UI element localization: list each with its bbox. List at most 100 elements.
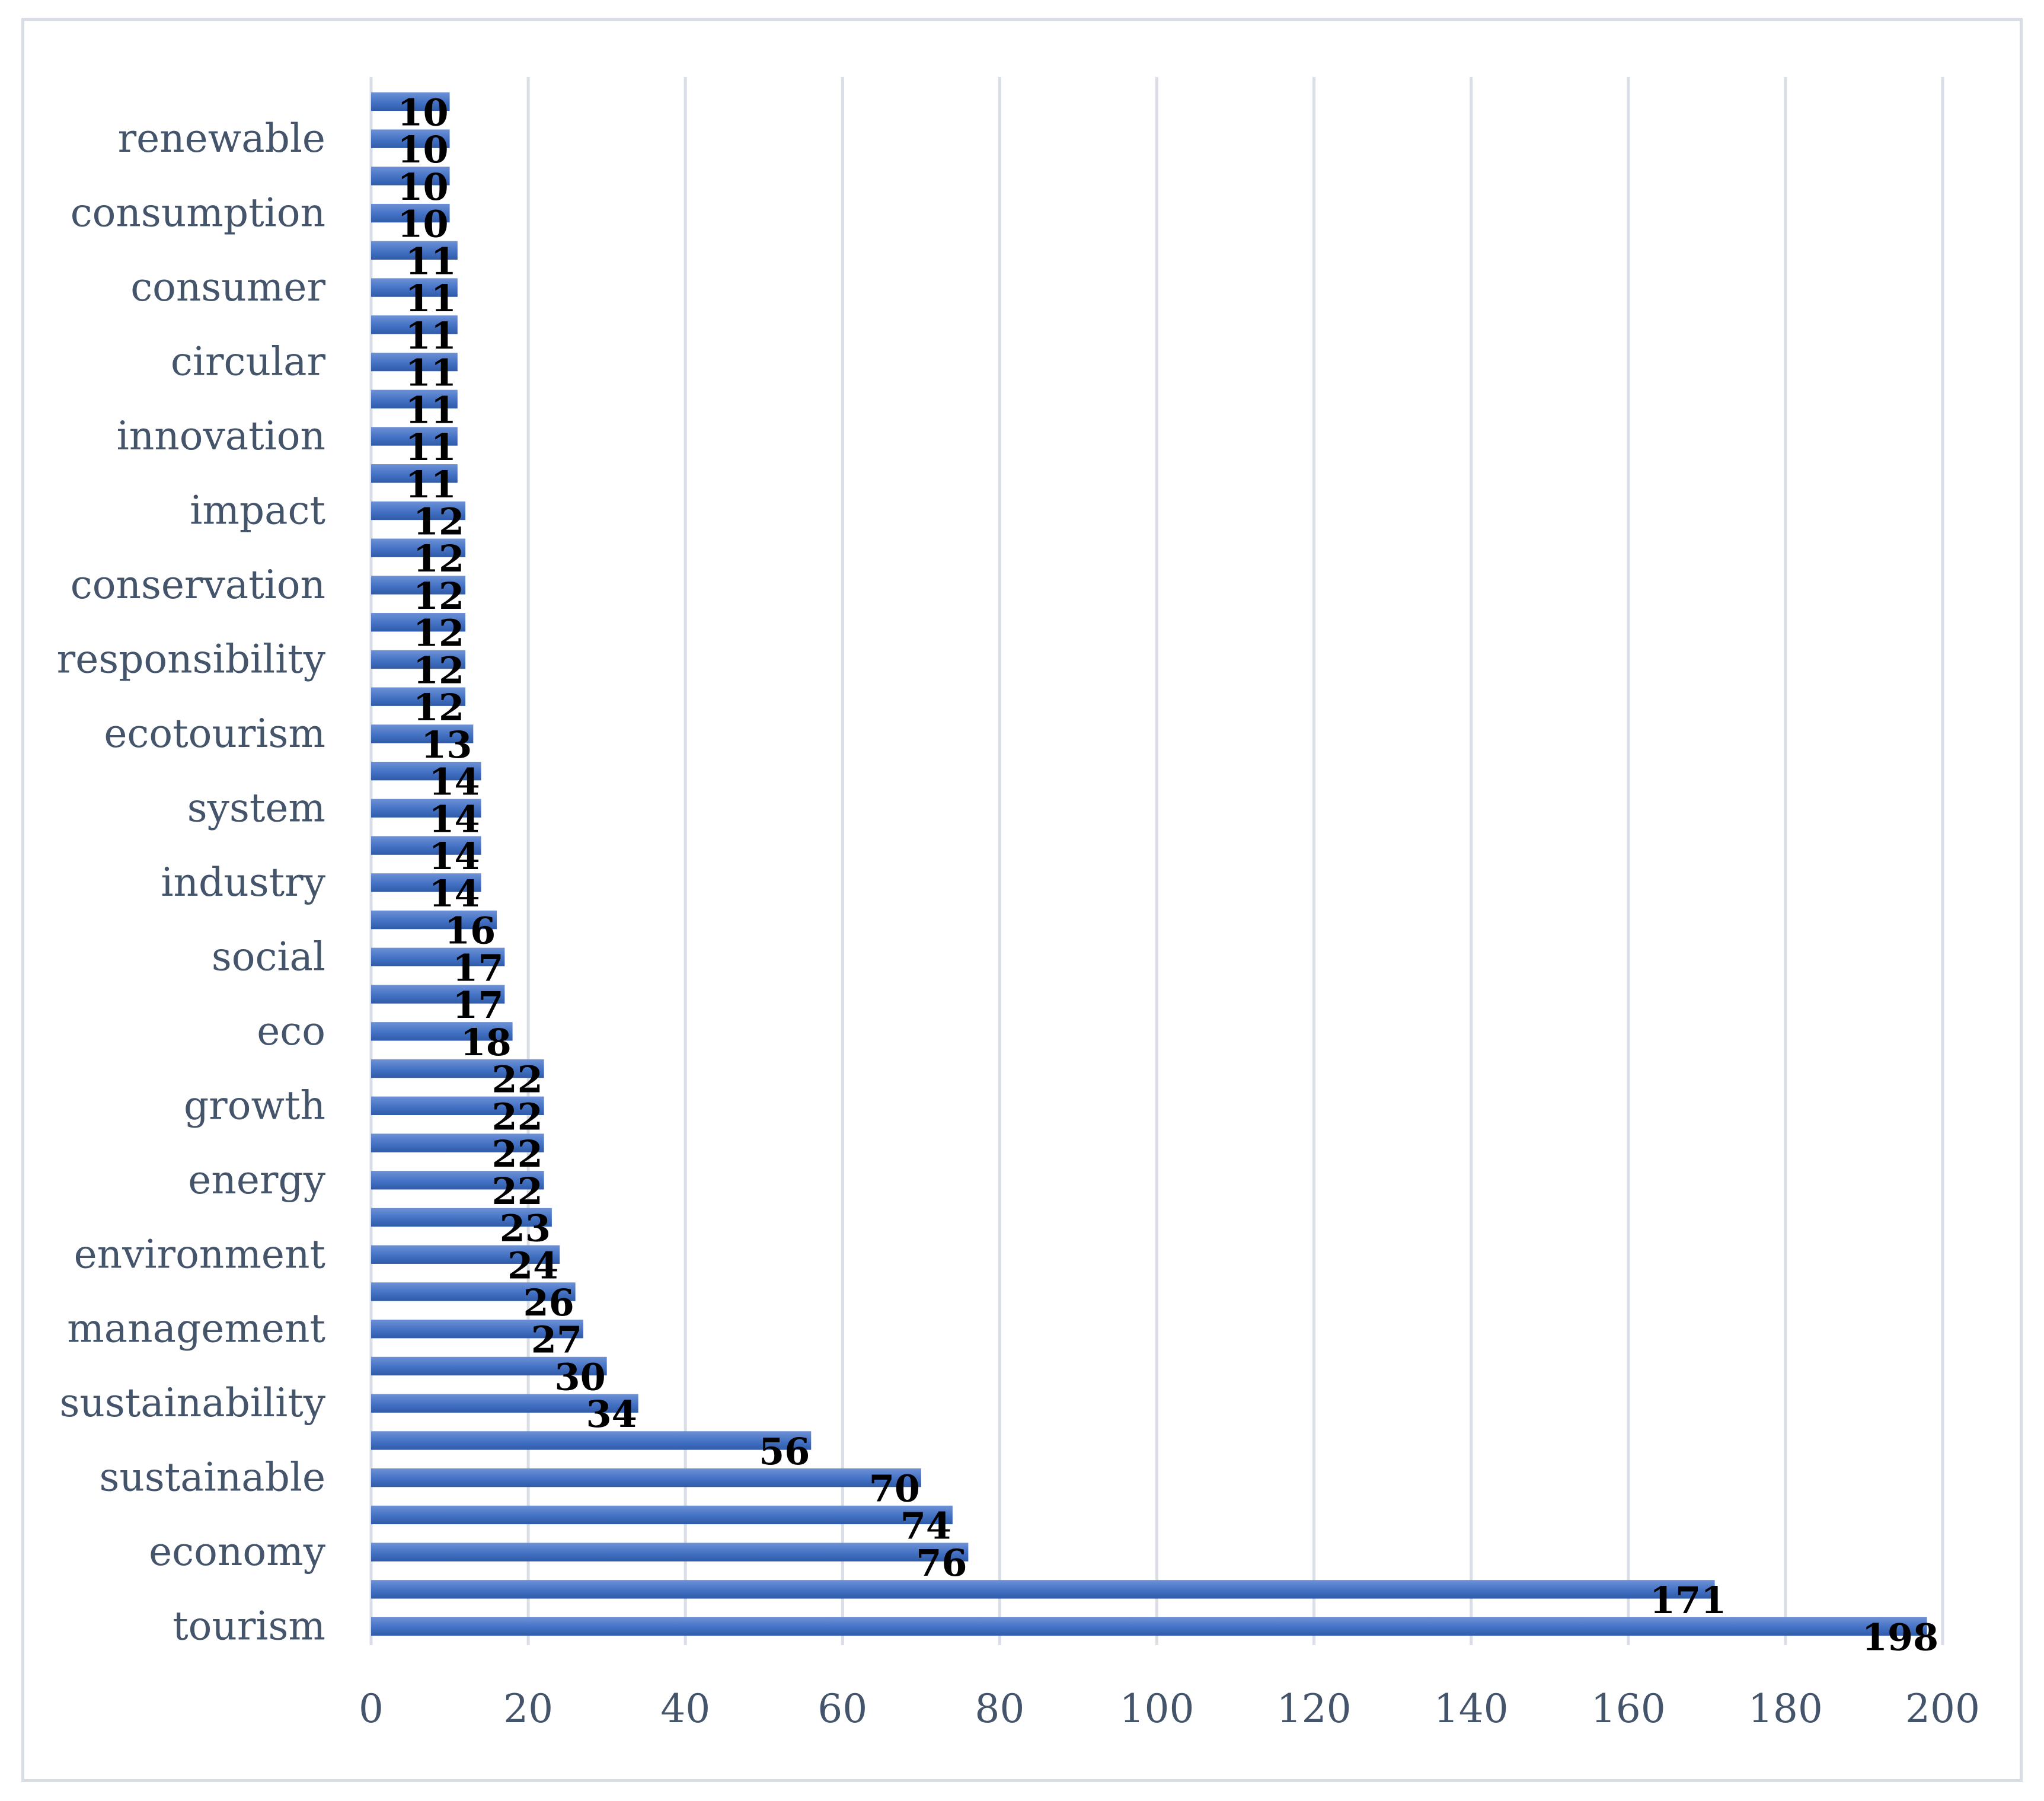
x-tick-label: 20 bbox=[503, 1686, 553, 1732]
bar bbox=[371, 92, 450, 111]
bar bbox=[371, 352, 458, 372]
category-label: renewable bbox=[118, 116, 325, 161]
data-label: 12 bbox=[413, 537, 464, 580]
data-label: 11 bbox=[405, 277, 456, 320]
bar bbox=[371, 761, 481, 781]
category-label: tourism bbox=[173, 1604, 325, 1649]
x-tick-label: 120 bbox=[1277, 1686, 1352, 1732]
data-label: 11 bbox=[405, 388, 456, 432]
data-label: 11 bbox=[405, 240, 456, 283]
x-tick-label: 200 bbox=[1905, 1686, 1980, 1732]
data-label: 12 bbox=[413, 686, 464, 729]
bar bbox=[371, 1059, 544, 1078]
bar bbox=[371, 613, 466, 632]
data-label: 10 bbox=[397, 91, 448, 134]
category-label: environment bbox=[74, 1231, 325, 1277]
data-label: 30 bbox=[555, 1355, 606, 1398]
data-label: 12 bbox=[413, 500, 464, 543]
bar bbox=[371, 1580, 1715, 1599]
x-tick-label: 160 bbox=[1591, 1686, 1666, 1732]
data-label: 11 bbox=[405, 463, 456, 506]
x-tick-label: 40 bbox=[660, 1686, 710, 1732]
data-label: 22 bbox=[491, 1095, 542, 1138]
data-label: 22 bbox=[491, 1170, 542, 1213]
bar bbox=[371, 538, 466, 557]
bar bbox=[371, 1282, 576, 1301]
data-label: 24 bbox=[507, 1244, 558, 1287]
bar bbox=[371, 464, 458, 483]
bars bbox=[371, 92, 1927, 1636]
category-label: circular bbox=[171, 339, 326, 385]
bar bbox=[371, 1245, 560, 1264]
data-label: 14 bbox=[429, 872, 480, 915]
bar bbox=[371, 1133, 544, 1152]
x-tick-labels: 0 20 40 60 80 100 120 140 160 180 200 bbox=[359, 1686, 1980, 1732]
bar-chart: tourism economy sustainable sustainability m… bbox=[57, 77, 1980, 1732]
data-label: 12 bbox=[413, 574, 464, 618]
bar bbox=[371, 389, 458, 408]
data-label: 171 bbox=[1650, 1579, 1726, 1622]
data-label: 14 bbox=[429, 761, 480, 804]
bar bbox=[371, 1468, 921, 1487]
bar bbox=[371, 1022, 513, 1041]
bar bbox=[371, 1320, 583, 1339]
x-tick-label: 60 bbox=[817, 1686, 867, 1732]
data-label: 12 bbox=[413, 612, 464, 655]
category-label: conservation bbox=[71, 562, 325, 608]
data-label: 12 bbox=[413, 649, 464, 692]
data-label: 23 bbox=[500, 1207, 551, 1250]
category-label: system bbox=[187, 785, 325, 831]
x-tick-label: 100 bbox=[1120, 1686, 1195, 1732]
bar bbox=[371, 1505, 953, 1525]
category-label: sustainability bbox=[60, 1380, 326, 1426]
bar bbox=[371, 724, 474, 743]
chart-frame: tourism economy sustainable sustainability m… bbox=[21, 18, 2023, 1782]
bar bbox=[371, 1617, 1927, 1636]
data-label: 11 bbox=[405, 352, 456, 395]
bar bbox=[371, 1394, 638, 1413]
bar bbox=[371, 799, 481, 818]
bar bbox=[371, 315, 458, 334]
category-label: industry bbox=[161, 860, 325, 905]
bar bbox=[371, 1208, 552, 1227]
bar bbox=[371, 576, 466, 595]
data-label: 74 bbox=[900, 1504, 951, 1547]
data-label: 11 bbox=[405, 426, 456, 469]
data-label: 76 bbox=[916, 1541, 967, 1585]
data-label: 17 bbox=[452, 946, 503, 989]
data-label: 22 bbox=[491, 1132, 542, 1176]
bar bbox=[371, 910, 497, 930]
gridlines bbox=[369, 77, 1944, 1645]
data-label: 70 bbox=[869, 1467, 920, 1511]
category-label: impact bbox=[190, 487, 325, 533]
bar bbox=[371, 1171, 544, 1190]
data-label: 22 bbox=[491, 1058, 542, 1101]
bar bbox=[371, 873, 481, 892]
bar bbox=[371, 129, 450, 148]
category-label: social bbox=[212, 934, 325, 979]
x-tick-label: 140 bbox=[1434, 1686, 1509, 1732]
data-label: 11 bbox=[405, 314, 456, 357]
bar bbox=[371, 167, 450, 186]
data-label: 18 bbox=[460, 1021, 511, 1064]
bar bbox=[371, 1431, 812, 1450]
data-label: 34 bbox=[586, 1393, 637, 1436]
bar bbox=[371, 650, 466, 669]
data-label: 26 bbox=[523, 1281, 574, 1324]
category-label: consumption bbox=[71, 190, 325, 236]
data-label: 14 bbox=[429, 797, 480, 841]
category-label: energy bbox=[188, 1157, 325, 1203]
bar bbox=[371, 278, 458, 297]
bar bbox=[371, 501, 466, 520]
category-label: ecotourism bbox=[104, 711, 325, 756]
data-label: 14 bbox=[429, 835, 480, 878]
bar bbox=[371, 947, 505, 967]
data-label: 198 bbox=[1862, 1616, 1938, 1659]
bar bbox=[371, 1543, 969, 1561]
data-label: 56 bbox=[759, 1430, 810, 1473]
bar bbox=[371, 1096, 544, 1115]
bar bbox=[371, 427, 458, 446]
category-label: responsibility bbox=[57, 636, 326, 682]
bar bbox=[371, 836, 481, 855]
category-label: sustainable bbox=[100, 1455, 326, 1500]
